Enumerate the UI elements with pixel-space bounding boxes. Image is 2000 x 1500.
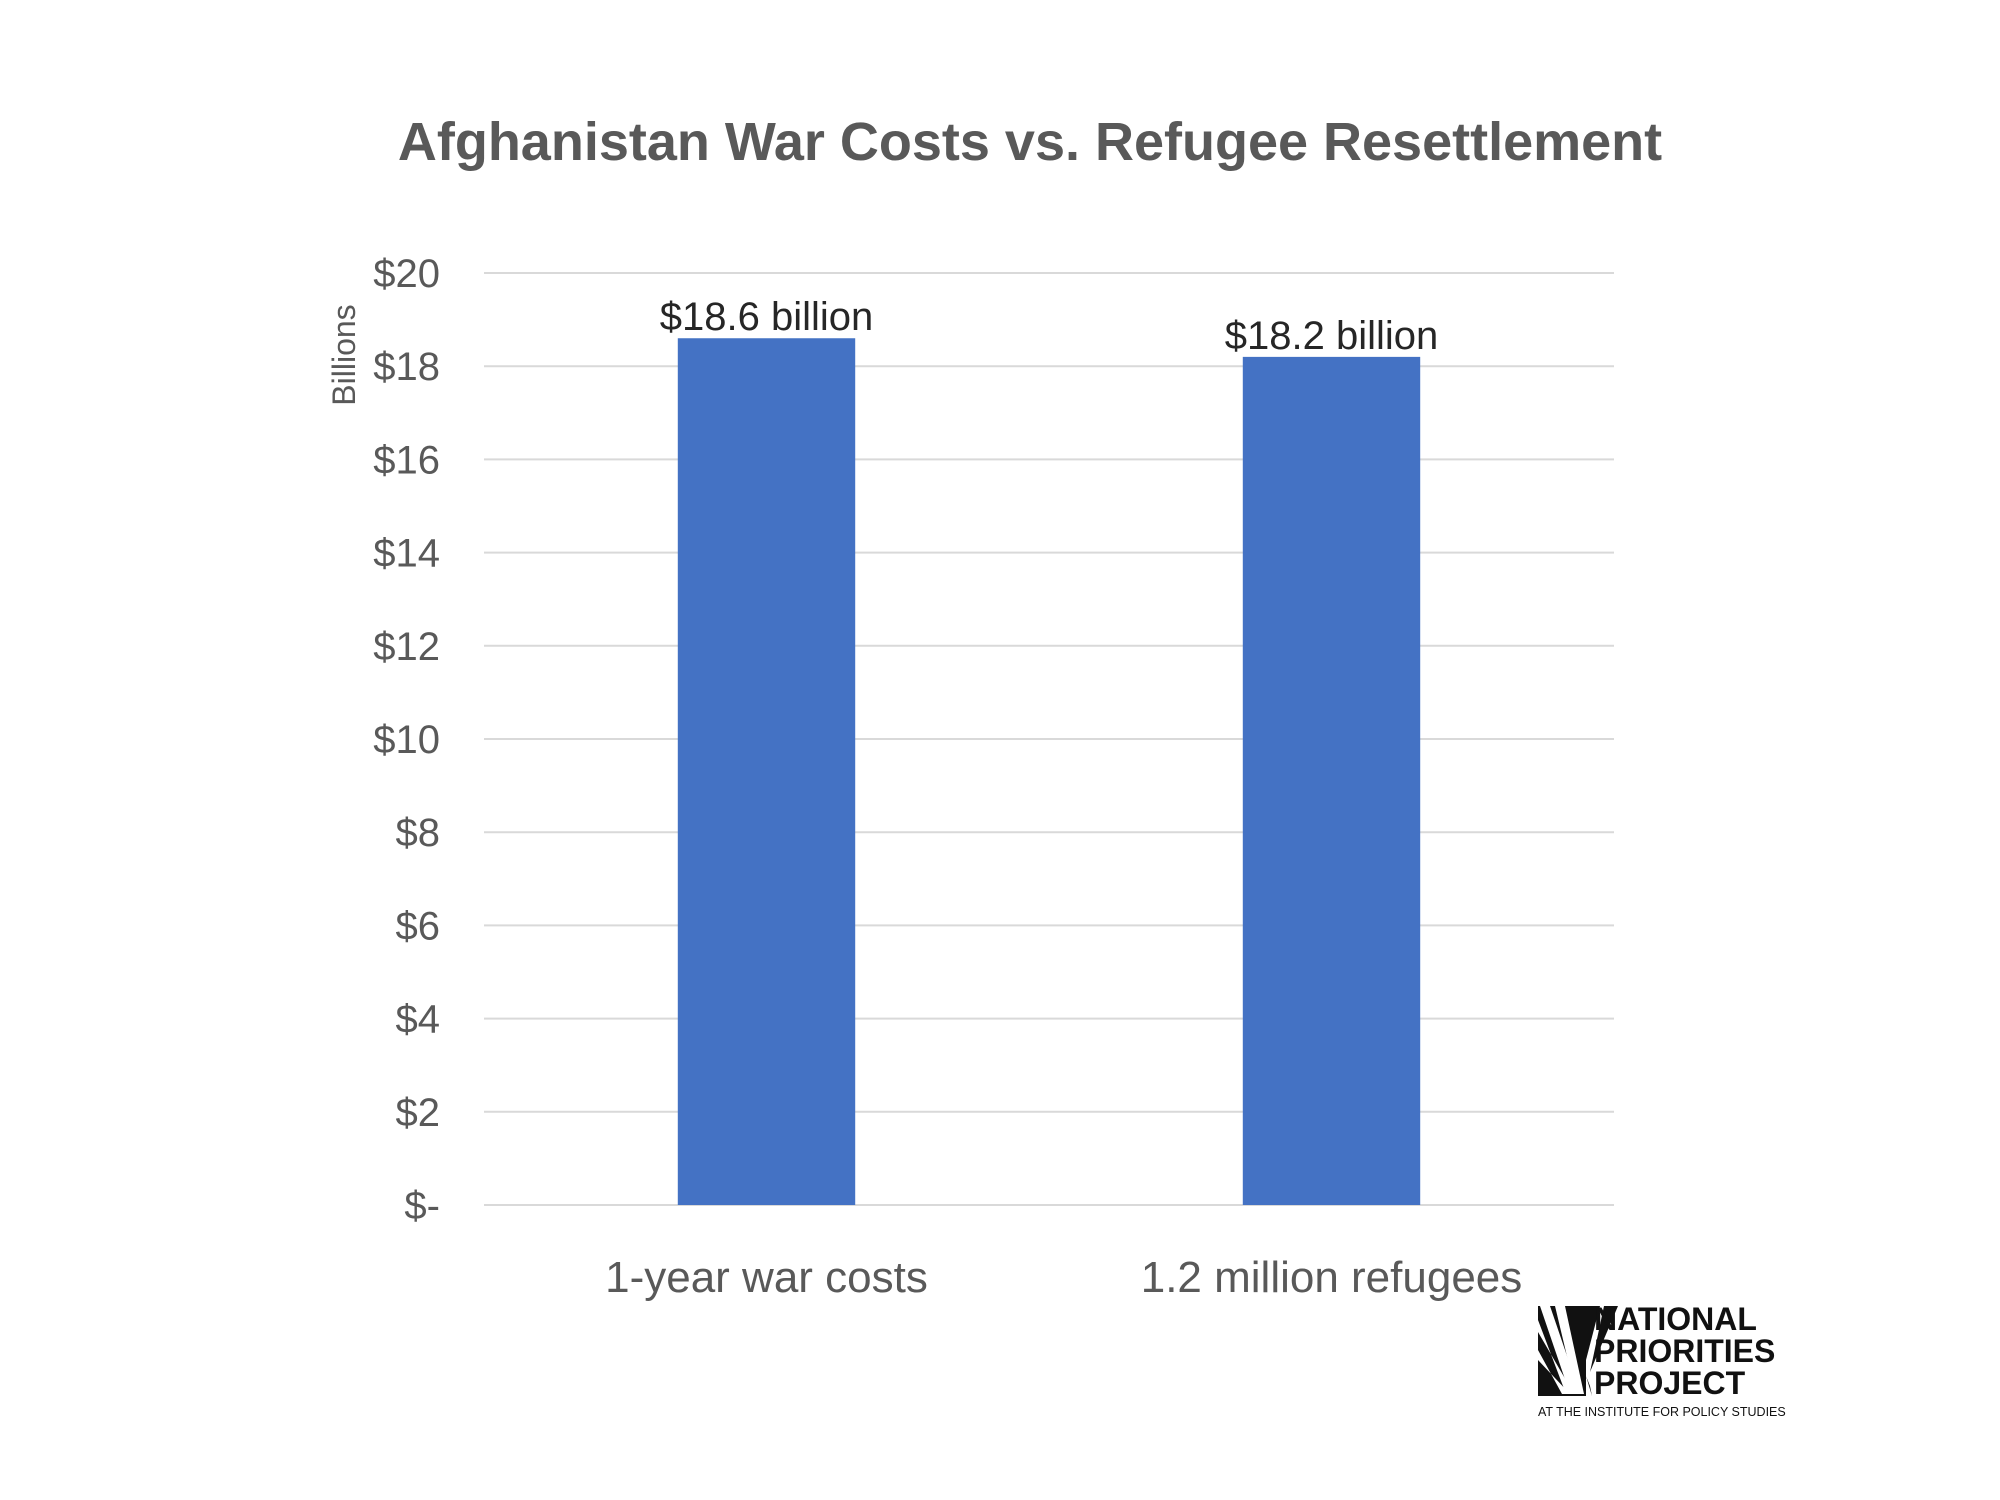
bars — [677, 338, 1421, 1205]
category-label: 1-year war costs — [605, 1253, 928, 1302]
data-labels: $18.6 billion $18.2 billion — [660, 295, 1439, 358]
logo-subtitle: AT THE INSTITUTE FOR POLICY STUDIES — [1538, 1405, 1786, 1419]
y-tick-labels: $- $2 $4 $6 $8 $10 $12 $14 $16 $18 $20 — [373, 252, 440, 1228]
logo-line-3: PROJECT — [1594, 1365, 1746, 1401]
gridlines — [484, 272, 1614, 1206]
logo-line-2: PRIORITIES — [1594, 1333, 1775, 1369]
y-tick-label: $6 — [396, 904, 441, 948]
bar — [677, 338, 856, 1205]
y-tick-label: $18 — [373, 345, 440, 389]
y-tick-label: $16 — [373, 438, 440, 482]
category-label: 1.2 million refugees — [1141, 1253, 1523, 1302]
y-tick-label: $10 — [373, 718, 440, 762]
logo-line-1: NATIONAL — [1594, 1301, 1757, 1337]
y-tick-label: $20 — [373, 252, 440, 296]
y-tick-label: $8 — [396, 811, 441, 855]
y-tick-label: $4 — [396, 998, 441, 1042]
category-labels: 1-year war costs 1.2 million refugees — [605, 1253, 1522, 1302]
y-tick-label: $- — [404, 1184, 440, 1228]
y-tick-label: $2 — [396, 1091, 441, 1135]
data-label: $18.2 billion — [1225, 314, 1439, 358]
data-label: $18.6 billion — [660, 295, 874, 339]
y-tick-label: $14 — [373, 532, 440, 576]
y-axis-label: Billions — [326, 304, 362, 405]
y-tick-label: $12 — [373, 625, 440, 669]
bar — [1242, 356, 1421, 1205]
chart-title: Afghanistan War Costs vs. Refugee Resett… — [398, 112, 1662, 172]
sunburst-icon — [1538, 1306, 1618, 1396]
npp-logo: NATIONAL PRIORITIES PROJECT AT THE INSTI… — [1538, 1301, 1786, 1419]
